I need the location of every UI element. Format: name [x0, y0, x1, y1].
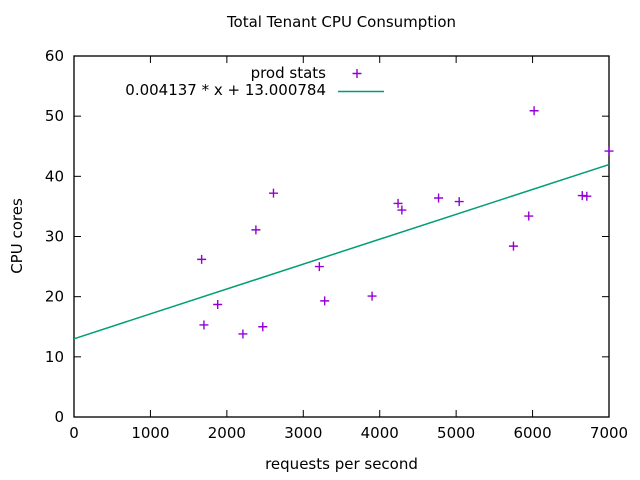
- data-point: [524, 211, 534, 221]
- y-tick-label: 30: [45, 228, 64, 246]
- x-tick-label: 7000: [590, 424, 628, 442]
- data-point: [258, 322, 268, 332]
- data-point: [397, 205, 407, 215]
- data-point: [268, 188, 278, 198]
- fit-line: [73, 163, 610, 340]
- x-tick-label: 1000: [131, 424, 169, 442]
- data-point: [367, 291, 377, 301]
- y-tick-label: 0: [54, 408, 64, 426]
- legend-scatter-marker-icon: [352, 69, 362, 78]
- x-tick-label: 2000: [208, 424, 246, 442]
- y-tick-label: 60: [45, 47, 64, 65]
- x-tick-label: 0: [69, 424, 79, 442]
- data-point: [238, 329, 248, 339]
- y-tick-label: 10: [45, 348, 64, 366]
- data-point: [197, 254, 207, 264]
- data-point: [393, 198, 403, 208]
- y-axis-label: CPU cores: [8, 198, 26, 274]
- x-tick-label: 6000: [513, 424, 551, 442]
- data-point: [434, 193, 444, 203]
- data-point: [582, 191, 592, 201]
- data-point: [213, 299, 223, 309]
- data-point: [251, 225, 261, 235]
- legend-entry-fit-line: 0.004137 * x + 13.000784: [125, 81, 326, 99]
- plot-border: [73, 55, 610, 418]
- data-point: [199, 320, 209, 330]
- data-point: [529, 106, 539, 116]
- y-tick-label: 50: [45, 107, 64, 125]
- data-point: [508, 241, 518, 251]
- y-tick-label: 20: [45, 288, 64, 306]
- x-axis-label: requests per second: [265, 455, 418, 473]
- data-point: [320, 296, 330, 306]
- data-point: [314, 262, 324, 272]
- x-tick-label: 4000: [361, 424, 399, 442]
- chart-title: Total Tenant CPU Consumption: [226, 13, 457, 31]
- data-point: [454, 197, 464, 207]
- y-tick-label: 40: [45, 167, 64, 185]
- x-tick-label: 3000: [284, 424, 322, 442]
- x-tick-label: 5000: [437, 424, 475, 442]
- data-point: [604, 146, 614, 156]
- legend-entry-prod-stats: prod stats: [250, 64, 326, 82]
